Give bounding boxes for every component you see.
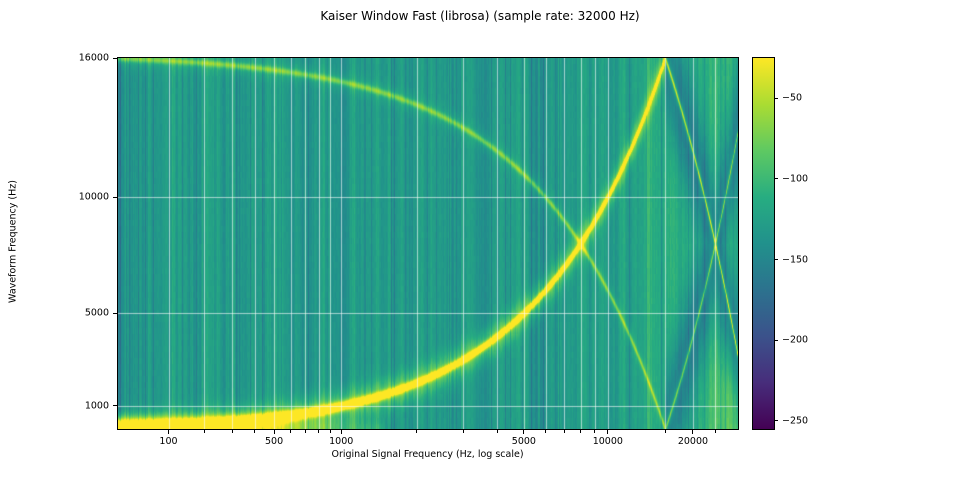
x-tick-label: 1000 [329, 436, 354, 447]
x-tick-label: 5000 [511, 436, 536, 447]
colorbar [752, 57, 775, 430]
x-minor-tick [664, 430, 666, 433]
x-minor-tick [304, 430, 306, 433]
colorbar-tick [774, 339, 778, 341]
x-tick-label: 10000 [592, 436, 623, 447]
colorbar-tick [774, 259, 778, 261]
x-tick-label: 20000 [677, 436, 709, 447]
x-minor-tick [545, 430, 547, 433]
y-tick [113, 196, 117, 198]
y-tick-label: 10000 [78, 191, 109, 203]
colorbar-tick-label: −50 [782, 92, 803, 104]
colorbar-tick [774, 97, 778, 99]
plot-area [117, 57, 739, 430]
y-axis-label: Waveform Frequency (Hz) [7, 180, 19, 303]
colorbar-tick-label: −200 [782, 334, 809, 346]
y-tick [113, 57, 117, 59]
colorbar-tick [774, 420, 778, 422]
x-minor-tick [254, 430, 256, 433]
x-minor-tick [563, 430, 565, 433]
x-minor-tick [594, 430, 596, 433]
x-minor-tick [416, 430, 418, 433]
x-tick [607, 430, 609, 434]
x-minor-tick [318, 430, 319, 433]
colorbar-tick-label: −250 [782, 415, 809, 427]
x-minor-tick [714, 430, 716, 433]
y-tick-label: 1000 [84, 400, 109, 412]
y-tick-label: 5000 [84, 307, 109, 319]
x-minor-tick [329, 430, 331, 433]
figure-title: Kaiser Window Fast (librosa) (sample rat… [320, 9, 640, 23]
spectrogram-heatmap [118, 58, 738, 429]
x-tick-label: 500 [264, 436, 284, 447]
y-tick [113, 312, 117, 314]
x-minor-tick [462, 430, 464, 433]
x-tick [692, 430, 694, 434]
x-minor-tick [580, 430, 582, 433]
x-tick [273, 430, 275, 434]
x-tick-label: 100 [159, 436, 178, 447]
x-tick [168, 430, 169, 434]
y-tick [113, 405, 117, 407]
colorbar-tick-label: −150 [782, 254, 809, 266]
x-minor-tick [203, 430, 205, 433]
x-minor-tick [496, 430, 498, 433]
x-tick [340, 430, 342, 434]
x-tick [523, 430, 525, 434]
colorbar-tick-label: −100 [782, 173, 809, 185]
y-tick-label: 16000 [78, 52, 109, 64]
x-minor-tick [290, 430, 292, 433]
x-axis-label: Original Signal Frequency (Hz, log scale… [331, 449, 524, 460]
x-minor-tick [231, 430, 233, 433]
colorbar-tick [774, 178, 778, 180]
